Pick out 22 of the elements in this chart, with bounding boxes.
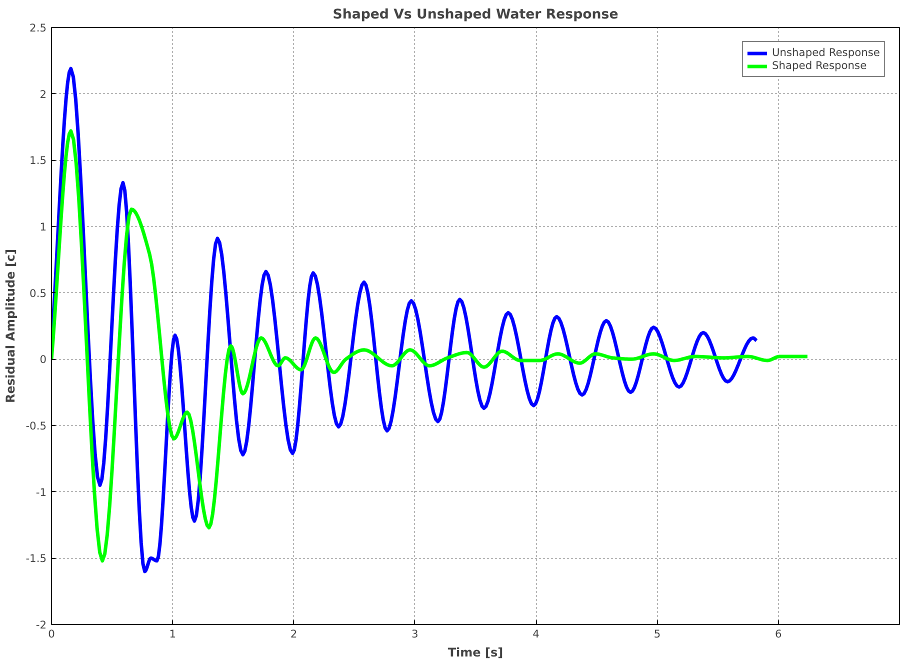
x-tick-label: 0: [48, 628, 56, 640]
x-tick-label: 1: [169, 628, 176, 640]
y-tick-label: 2.5: [30, 22, 47, 34]
x-tick-label: 4: [532, 628, 540, 640]
x-axis-title: Time [s]: [448, 646, 504, 660]
y-tick-label: -1.5: [26, 552, 47, 566]
y-tick-label: -0.5: [26, 420, 47, 432]
y-tick-label: -2: [36, 618, 47, 632]
x-tick-label: 2: [290, 628, 298, 640]
y-tick-label: 0.5: [30, 286, 47, 300]
y-tick-label: 1.5: [30, 154, 47, 168]
y-axis-title: Residual Amplitude [c]: [4, 248, 18, 404]
chart-title: Shaped Vs Unshaped Water Response: [332, 8, 618, 22]
y-tick-label: 0: [40, 353, 47, 366]
y-tick-label: -1: [36, 486, 47, 499]
legend-label: Shaped Response: [772, 59, 867, 72]
x-tick-label: 5: [654, 628, 661, 640]
y-tick-label: 1: [40, 220, 46, 234]
x-tick-label: 3: [412, 628, 418, 640]
y-tick-label: 2: [40, 88, 46, 101]
x-tick-label: 6: [774, 628, 782, 640]
legend-label: Unshaped Response: [772, 46, 880, 59]
